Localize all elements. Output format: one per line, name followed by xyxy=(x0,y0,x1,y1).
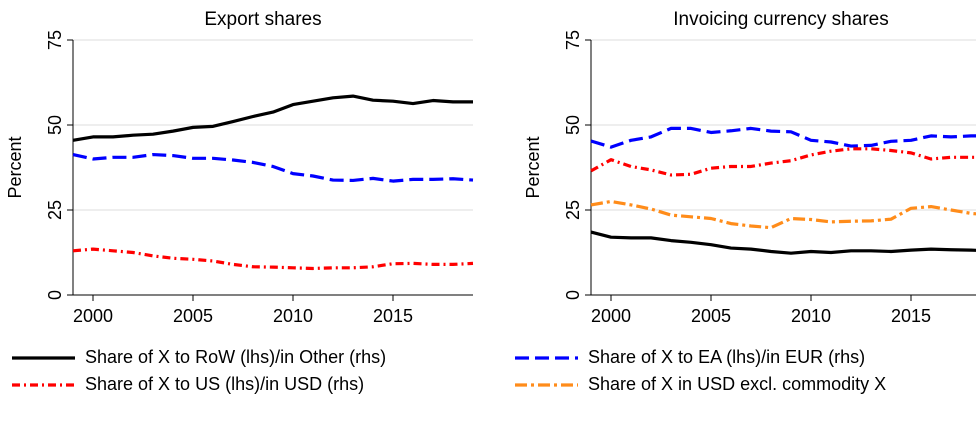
y-tick-label: 50 xyxy=(563,115,583,135)
x-tick-label: 2005 xyxy=(691,306,731,326)
y-tick-label: 25 xyxy=(563,200,583,220)
legend-label: Share of X to EA (lhs)/in EUR (rhs) xyxy=(588,347,865,367)
series-line xyxy=(72,94,473,142)
x-tick-label: 2000 xyxy=(591,306,631,326)
series-line xyxy=(590,126,976,149)
legend-label: Share of X to RoW (lhs)/in Other (rhs) xyxy=(85,347,386,367)
legend-label: Share of X in USD excl. commodity X xyxy=(588,374,886,394)
chart-title: Export shares xyxy=(204,9,321,30)
panel: Invoicing currency shares Percent 0 25 50 75 2… xyxy=(523,9,976,326)
panel: Export shares Percent 0 25 50 75 2000 2005 2010 2… xyxy=(5,9,474,326)
figure-content: Export shares Percent 0 25 50 75 2000 2005 2010 2… xyxy=(5,9,976,394)
x-tick-label: 2015 xyxy=(891,306,931,326)
y-tick-label: 0 xyxy=(563,290,583,300)
y-axis-label: Percent xyxy=(523,136,543,198)
x-tick-label: 2000 xyxy=(73,306,113,326)
y-tick-label: 75 xyxy=(45,30,65,50)
y-axis-label: Percent xyxy=(5,136,25,198)
series-line xyxy=(590,230,976,255)
x-tick-label: 2010 xyxy=(791,306,831,326)
x-tick-label: 2015 xyxy=(373,306,413,326)
legend-label: Share of X to US (lhs)/in USD (rhs) xyxy=(85,374,364,394)
chart-title: Invoicing currency shares xyxy=(673,9,888,30)
y-tick-label: 50 xyxy=(45,115,65,135)
series-line xyxy=(590,199,976,230)
x-tick-label: 2010 xyxy=(273,306,313,326)
y-tick-label: 0 xyxy=(45,290,65,300)
y-tick-label: 25 xyxy=(45,200,65,220)
legend: Share of X to RoW (lhs)/in Other (rhs) Sh… xyxy=(12,347,886,394)
series-line xyxy=(590,147,976,177)
y-tick-label: 75 xyxy=(563,30,583,50)
series-line xyxy=(72,247,474,271)
x-tick-label: 2005 xyxy=(173,306,213,326)
series-line xyxy=(72,152,474,183)
